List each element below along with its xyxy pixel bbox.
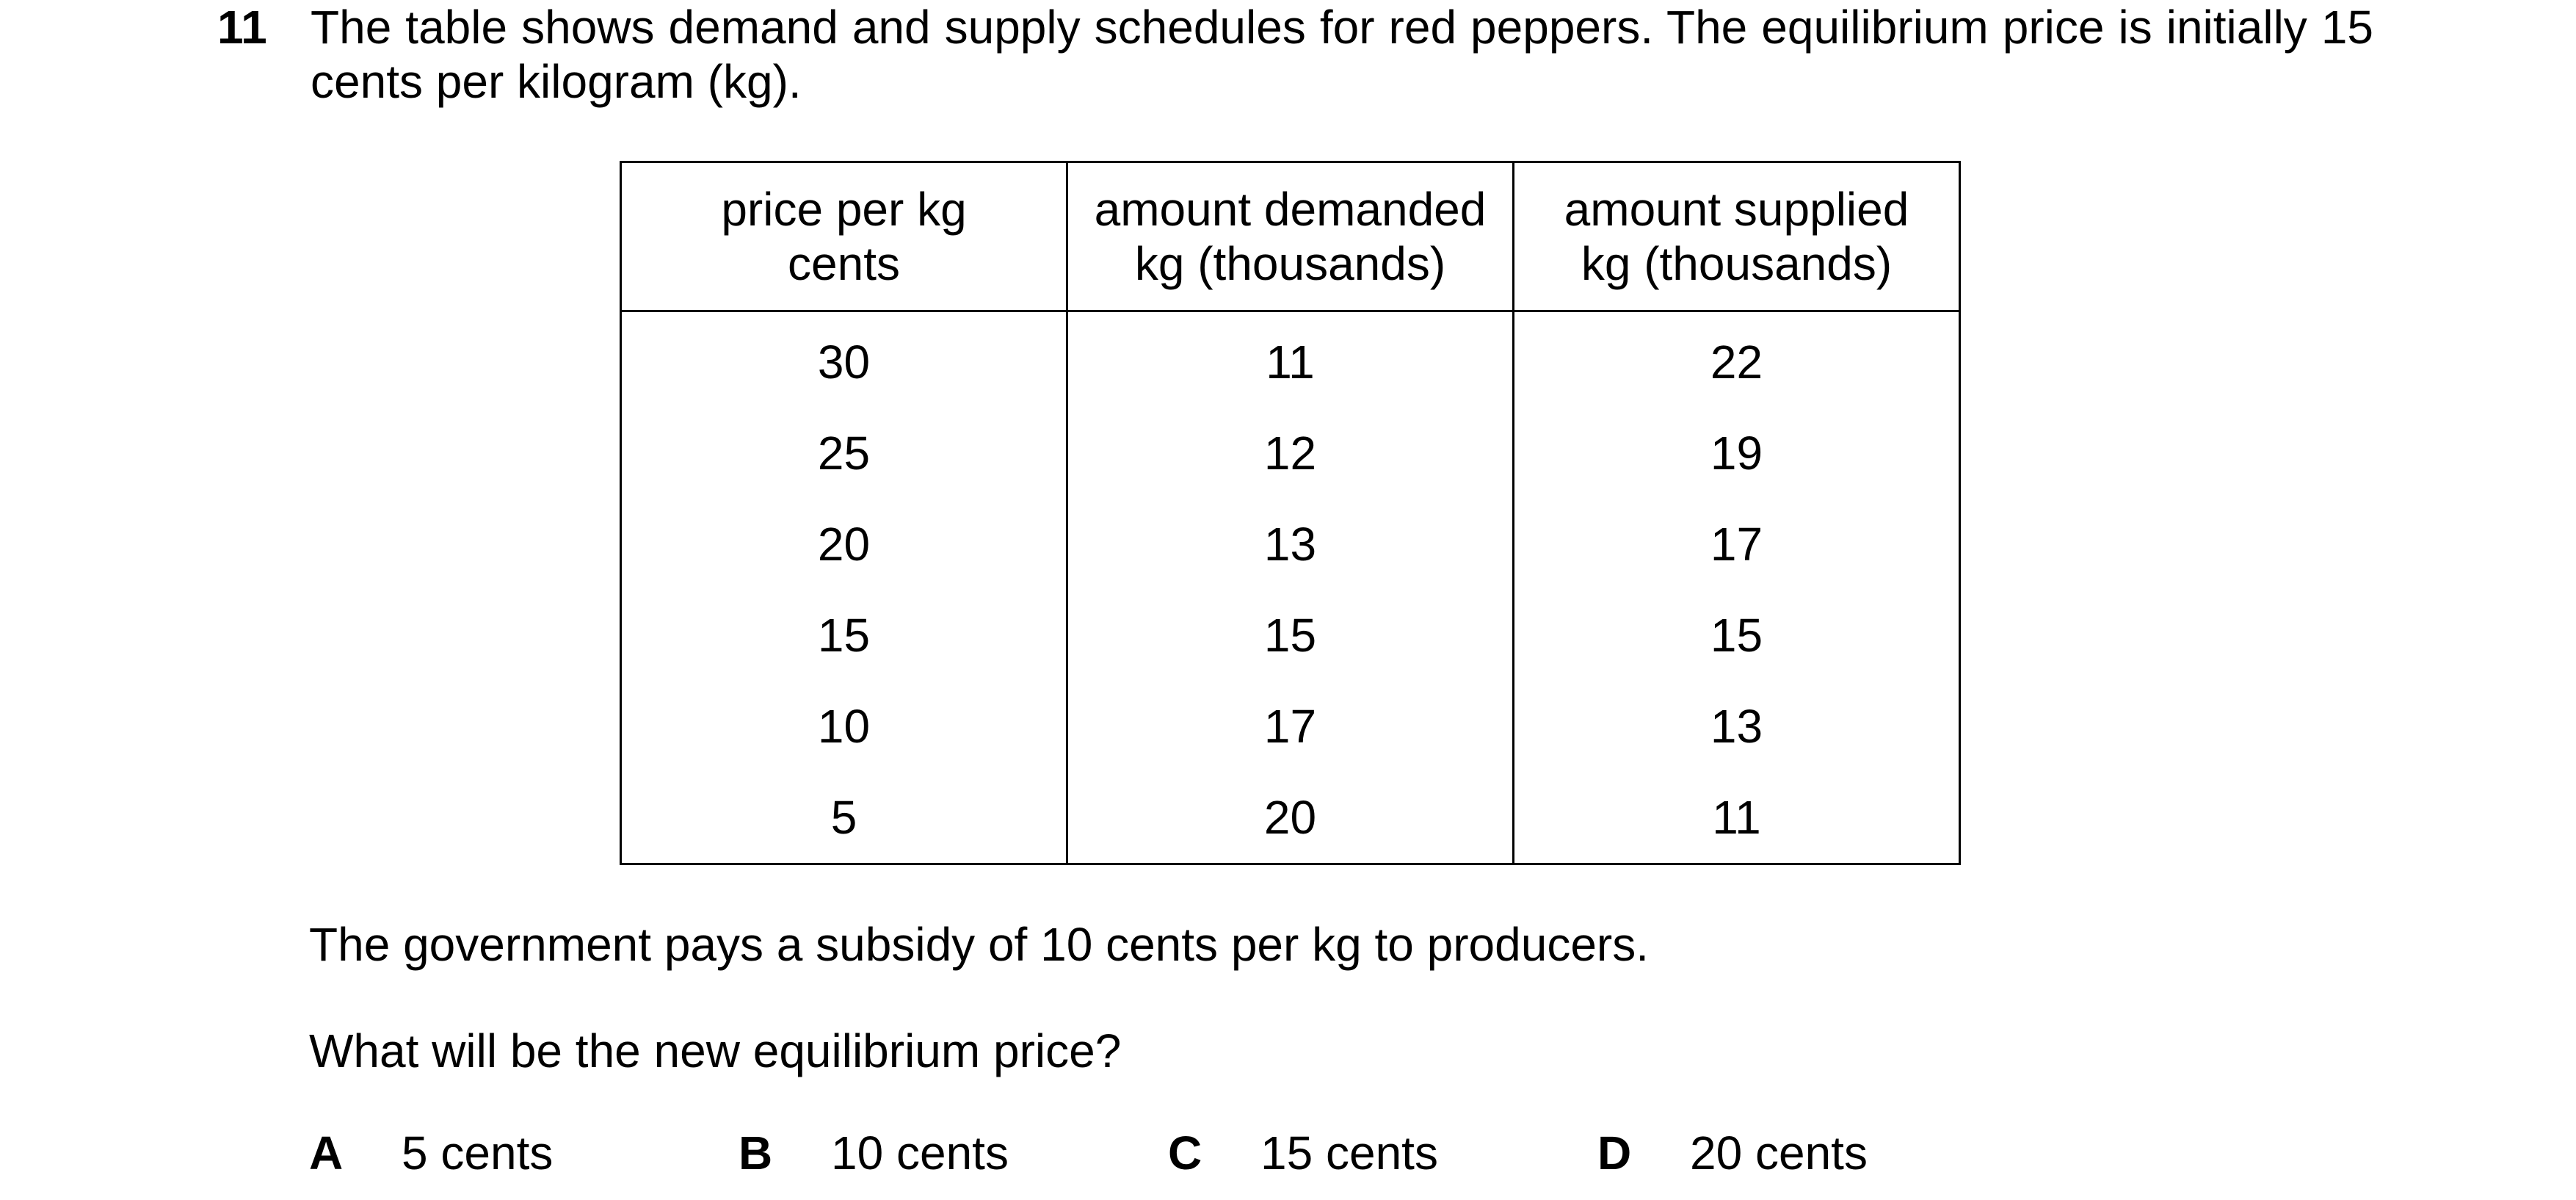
option-a-letter: A [309, 1127, 344, 1179]
cell-demanded: 15 [1066, 590, 1514, 681]
cell-demanded: 12 [1066, 408, 1514, 499]
cell-demanded: 17 [1066, 681, 1514, 772]
option-b[interactable]: B 10 cents [739, 1126, 1009, 1180]
table-row: 30 11 22 [620, 311, 1961, 408]
option-c-text: 15 cents [1260, 1127, 1438, 1179]
table-row: 5 20 11 [620, 772, 1961, 865]
cell-demanded: 11 [1066, 311, 1514, 408]
header-demanded: amount demanded kg (thousands) [1066, 161, 1514, 312]
question-prompt: What will be the new equilibrium price? [309, 1024, 1122, 1077]
table-row: 20 13 17 [620, 499, 1961, 590]
option-c[interactable]: C 15 cents [1168, 1126, 1438, 1180]
cell-price: 30 [620, 311, 1068, 408]
header-price-line2: cents [788, 237, 900, 290]
cell-supplied: 11 [1512, 772, 1961, 865]
cell-supplied: 13 [1512, 681, 1961, 772]
header-supplied: amount supplied kg (thousands) [1512, 161, 1961, 312]
question-number: 11 [217, 1, 267, 54]
option-d[interactable]: D 20 cents [1597, 1126, 1868, 1180]
table-row: 15 15 15 [620, 590, 1961, 681]
header-demanded-line2: kg (thousands) [1134, 237, 1446, 290]
cell-demanded: 20 [1066, 772, 1514, 865]
cell-demanded: 13 [1066, 499, 1514, 590]
header-supplied-line2: kg (thousands) [1581, 237, 1893, 290]
header-price-line1: price per kg [721, 183, 967, 236]
cell-supplied: 15 [1512, 590, 1961, 681]
option-a[interactable]: A 5 cents [309, 1126, 553, 1180]
cell-price: 15 [620, 590, 1068, 681]
cell-supplied: 19 [1512, 408, 1961, 499]
subsidy-statement: The government pays a subsidy of 10 cent… [309, 918, 1649, 971]
cell-supplied: 17 [1512, 499, 1961, 590]
header-price: price per kg cents [620, 161, 1068, 312]
cell-price: 5 [620, 772, 1068, 865]
question-stem: The table shows demand and supply schedu… [311, 1, 2373, 108]
cell-price: 20 [620, 499, 1068, 590]
cell-supplied: 22 [1512, 311, 1961, 408]
table-header-row: price per kg cents amount demanded kg (t… [620, 161, 1961, 312]
table-row: 10 17 13 [620, 681, 1961, 772]
schedule-table: price per kg cents amount demanded kg (t… [620, 161, 1961, 865]
header-supplied-line1: amount supplied [1564, 183, 1909, 236]
option-a-text: 5 cents [402, 1127, 554, 1179]
option-d-letter: D [1597, 1127, 1632, 1179]
option-b-letter: B [739, 1127, 773, 1179]
header-demanded-line1: amount demanded [1094, 183, 1487, 236]
option-b-text: 10 cents [831, 1127, 1009, 1179]
cell-price: 10 [620, 681, 1068, 772]
cell-price: 25 [620, 408, 1068, 499]
table-row: 25 12 19 [620, 408, 1961, 499]
option-d-text: 20 cents [1690, 1127, 1868, 1179]
option-c-letter: C [1168, 1127, 1202, 1179]
